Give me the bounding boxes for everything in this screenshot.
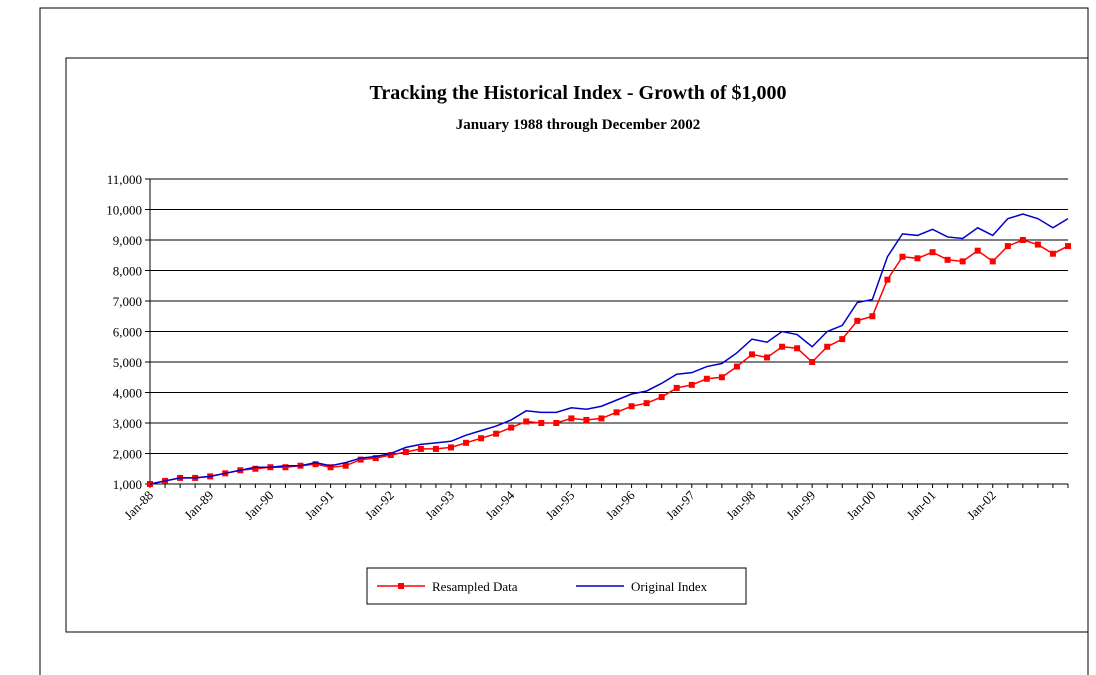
point bbox=[342, 462, 349, 469]
point bbox=[357, 456, 364, 463]
y-tick-label: 5,000 bbox=[113, 355, 142, 370]
legend-box bbox=[366, 567, 747, 605]
point bbox=[463, 439, 470, 446]
point bbox=[417, 445, 424, 452]
y-tick-label: 11,000 bbox=[107, 172, 142, 187]
chart-title: Tracking the Historical Index - Growth o… bbox=[369, 82, 786, 104]
legend-marker bbox=[398, 583, 404, 589]
chart-subtitle: January 1988 through December 2002 bbox=[456, 117, 700, 133]
point bbox=[598, 415, 605, 422]
y-tick-label: 6,000 bbox=[113, 325, 142, 340]
legend-label: Resampled Data bbox=[432, 579, 518, 594]
point bbox=[1049, 250, 1056, 257]
point bbox=[553, 420, 560, 426]
y-tick-label: 1,000 bbox=[113, 477, 142, 492]
point bbox=[658, 394, 665, 401]
y-tick-label: 7,000 bbox=[113, 294, 142, 309]
point bbox=[583, 416, 590, 423]
point bbox=[568, 415, 575, 422]
point bbox=[914, 255, 921, 262]
series-line bbox=[149, 213, 1069, 485]
point bbox=[899, 253, 906, 260]
point bbox=[779, 343, 786, 350]
point bbox=[884, 276, 891, 283]
point bbox=[493, 430, 500, 437]
point bbox=[703, 375, 710, 382]
y-tick-label: 10,000 bbox=[106, 203, 142, 218]
point bbox=[809, 359, 816, 365]
point bbox=[613, 409, 620, 416]
legend-label: Original Index bbox=[631, 579, 708, 594]
point bbox=[974, 247, 981, 254]
point bbox=[673, 384, 680, 391]
point bbox=[944, 256, 951, 263]
point bbox=[1004, 243, 1011, 250]
point bbox=[432, 445, 439, 452]
point bbox=[688, 381, 695, 388]
point bbox=[523, 418, 530, 425]
point bbox=[402, 448, 409, 455]
chart-frame bbox=[65, 57, 1089, 633]
y-tick-label: 2,000 bbox=[113, 447, 142, 462]
point bbox=[372, 455, 379, 462]
point bbox=[478, 435, 485, 442]
point bbox=[839, 336, 846, 343]
y-tick-label: 3,000 bbox=[113, 416, 142, 431]
y-tick-label: 8,000 bbox=[113, 264, 142, 279]
point bbox=[508, 424, 515, 431]
point bbox=[748, 351, 755, 358]
point bbox=[989, 258, 996, 265]
y-tick-label: 9,000 bbox=[113, 233, 142, 248]
point bbox=[764, 354, 771, 361]
point bbox=[733, 363, 740, 370]
point bbox=[854, 317, 861, 324]
point bbox=[929, 249, 936, 256]
point bbox=[1034, 241, 1041, 248]
point bbox=[718, 374, 725, 381]
point bbox=[628, 403, 635, 410]
point bbox=[312, 461, 319, 468]
point bbox=[252, 465, 259, 472]
point bbox=[327, 464, 334, 471]
point bbox=[643, 400, 650, 407]
point bbox=[794, 345, 801, 352]
y-tick-label: 4,000 bbox=[113, 386, 142, 401]
point bbox=[282, 464, 289, 471]
point bbox=[1065, 243, 1071, 250]
point bbox=[959, 258, 966, 265]
point bbox=[538, 420, 545, 426]
point bbox=[1019, 237, 1026, 243]
point bbox=[387, 452, 394, 459]
point bbox=[824, 343, 831, 350]
point bbox=[869, 313, 876, 320]
point bbox=[447, 444, 454, 451]
